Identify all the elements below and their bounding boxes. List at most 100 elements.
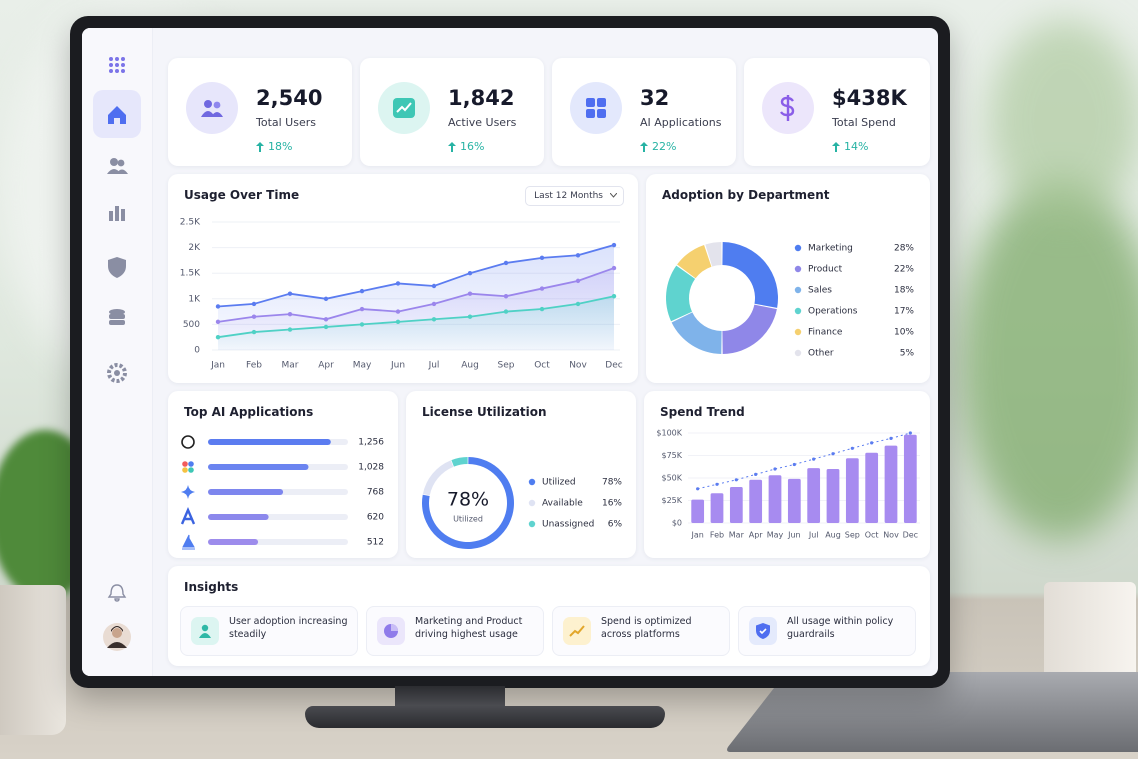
legend-swatch <box>794 307 802 315</box>
x-tick-label: Jul <box>428 361 440 371</box>
point <box>575 301 581 307</box>
bar-value: 768 <box>367 488 384 498</box>
usage-card: Usage Over Time Last 12 Months 0 500 1K 1.5… <box>168 174 638 383</box>
bar <box>208 514 269 520</box>
x-tick-label: Oct <box>865 531 879 540</box>
point <box>359 306 365 312</box>
nav-home[interactable] <box>108 106 126 124</box>
trend-point <box>831 452 835 456</box>
legend-label: Utilized <box>542 478 576 488</box>
top-apps-card: Top AI Applications 1,256 1,028 768 620 512 <box>168 391 398 558</box>
donut-segment <box>722 304 777 354</box>
app-icon <box>188 467 194 473</box>
donut-segment <box>677 244 712 279</box>
card-title: Insights <box>184 580 239 594</box>
dashboard: 2,540 Total Users 18% 1,842 Active Users… <box>82 28 938 676</box>
legend-swatch <box>794 328 802 336</box>
app-icon <box>188 461 194 467</box>
insight[interactable]: All usage within policy guardrails <box>738 606 916 656</box>
nav-settings[interactable] <box>107 363 127 383</box>
plant-background <box>960 180 1138 540</box>
bar <box>208 464 309 470</box>
legend-swatch <box>528 478 536 486</box>
point <box>575 278 581 284</box>
bar <box>826 469 840 523</box>
y-tick-label: $100K <box>656 429 682 438</box>
point <box>503 294 509 299</box>
mug <box>1044 582 1136 688</box>
nav-users[interactable] <box>107 158 128 174</box>
insight[interactable]: Spend is optimized across platforms <box>552 606 730 656</box>
legend-value: 78% <box>602 478 622 488</box>
nav-notifications[interactable] <box>107 584 127 602</box>
range-selector[interactable]: Last 12 Months <box>525 186 624 206</box>
line <box>217 267 615 323</box>
legend-label: Other <box>808 349 834 359</box>
point <box>287 327 293 332</box>
legend-swatch <box>794 286 802 294</box>
trend-point <box>696 487 700 491</box>
app-icon <box>181 435 195 449</box>
x-tick-label: Jun <box>787 531 801 540</box>
bar <box>865 452 879 523</box>
y-tick-label: 2.5K <box>180 218 201 228</box>
x-tick-label: Jun <box>390 361 405 371</box>
legend-label: Operations <box>808 307 858 317</box>
bar-value: 1,256 <box>358 438 384 448</box>
nav-data[interactable] <box>109 309 125 325</box>
kpi-change: 22% <box>640 140 676 153</box>
x-tick-label: Jan <box>210 361 225 371</box>
x-tick-label: Aug <box>825 531 841 540</box>
insight-text: All usage within policy guardrails <box>787 616 894 640</box>
plant-background <box>990 20 1138 220</box>
center-label: Utilized <box>453 515 483 524</box>
point <box>467 271 473 276</box>
x-tick-label: Dec <box>605 361 622 371</box>
point <box>395 281 401 286</box>
kpi-change-value: 22% <box>652 140 677 153</box>
nav-security[interactable] <box>108 257 126 278</box>
point <box>503 309 509 314</box>
donut-segment <box>666 265 696 322</box>
insight-text: Spend is optimized across platforms <box>601 616 692 640</box>
nav-icons <box>93 57 141 651</box>
kpi-value: $438K <box>832 86 907 110</box>
kpi-icon <box>570 82 622 134</box>
insight-text: User adoption increasing steadily <box>229 616 348 640</box>
bar <box>208 439 331 445</box>
spend-chart: $0 $25K $50K $75K $100K Jan Feb Mar Apr May Jun Jul… <box>656 429 920 540</box>
point <box>251 314 257 319</box>
point <box>323 317 329 322</box>
card-title: License Utilization <box>422 405 547 419</box>
point <box>215 319 221 325</box>
point <box>467 291 473 296</box>
trend-point <box>734 478 738 482</box>
x-tick-label: Apr <box>749 531 764 540</box>
y-tick-label: 2K <box>188 243 201 253</box>
point <box>215 335 221 340</box>
insight-text: Marketing and Product driving highest us… <box>415 616 523 640</box>
y-tick-label: $50K <box>661 474 682 483</box>
legend-label: Product <box>808 265 843 275</box>
point <box>323 324 329 330</box>
y-tick-label: $0 <box>672 519 682 528</box>
bar-value: 1,028 <box>358 463 384 473</box>
trend-point <box>715 482 719 486</box>
kpi-value: 2,540 <box>256 86 323 110</box>
trend-point <box>850 446 854 450</box>
bar <box>884 445 898 523</box>
legend-swatch <box>794 265 802 273</box>
bar <box>208 539 259 545</box>
insight[interactable]: Marketing and Product driving highest us… <box>366 606 544 656</box>
y-tick-label: 500 <box>183 320 200 330</box>
legend-swatch <box>794 244 802 252</box>
nav-analytics[interactable] <box>109 206 125 221</box>
kpi-change: 14% <box>832 140 868 153</box>
user-avatar[interactable] <box>103 623 131 651</box>
trend-point <box>812 457 816 461</box>
x-tick-label: May <box>353 361 372 371</box>
line <box>217 295 615 339</box>
insight[interactable]: User adoption increasing steadily <box>180 606 358 656</box>
app-menu[interactable] <box>109 57 125 73</box>
x-tick-label: Feb <box>246 361 262 371</box>
